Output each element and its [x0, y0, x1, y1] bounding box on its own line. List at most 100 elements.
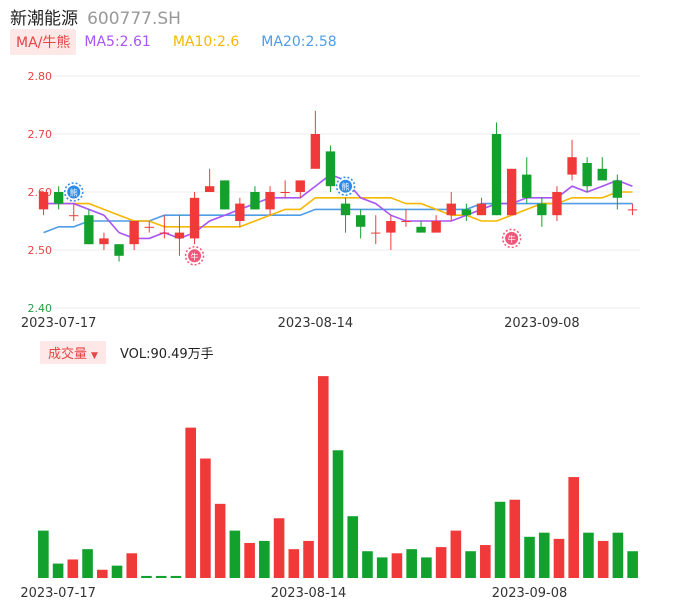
x-tick-label: 2023-08-14 [271, 586, 347, 601]
candle-body [114, 244, 124, 256]
candle-body [220, 180, 230, 210]
marker-fill [505, 231, 519, 245]
candle-body [99, 238, 109, 245]
volume-bar [141, 575, 152, 578]
x-tick-label: 2023-07-17 [21, 316, 97, 331]
candle-body [295, 180, 305, 192]
candle-body [53, 192, 64, 204]
volume-bar [185, 427, 196, 578]
volume-bar [524, 536, 535, 578]
candle-body [401, 221, 411, 222]
volume-bar [170, 575, 182, 578]
candle-body [431, 221, 441, 233]
candle-body [371, 232, 381, 234]
candle-body [612, 180, 623, 198]
stock-name: 新潮能源 [10, 9, 78, 29]
volume-bar [52, 563, 64, 578]
stock-header: 新潮能源 600777.SH [10, 4, 181, 29]
y-tick-label: 2.50 [28, 244, 53, 257]
volume-bar [273, 518, 285, 578]
y-tick-label: 2.40 [28, 302, 53, 315]
marker-fill [188, 249, 202, 263]
candle-body [461, 209, 472, 216]
candle-body [129, 221, 139, 245]
volume-bar [111, 565, 123, 578]
x-tick-label: 2023-09-08 [504, 316, 580, 331]
candle-body [265, 192, 275, 210]
volume-bar [303, 540, 314, 578]
volume-chart: 2023-07-17 2023-08-14 2023-09-08 [20, 376, 638, 601]
volume-bar [288, 549, 300, 578]
candle-body [476, 203, 487, 216]
candle-body [144, 226, 154, 228]
volume-bar [568, 477, 580, 578]
volume-bar [553, 538, 565, 578]
volume-bar [391, 553, 403, 578]
volume-bar [480, 545, 491, 578]
ma10-label: MA10:2.6 [172, 34, 240, 50]
volume-bar [38, 530, 49, 578]
candle-body [567, 157, 577, 175]
candle-body [522, 174, 532, 198]
candle-body [491, 134, 502, 216]
volume-bar [155, 575, 167, 578]
y-tick-label: 2.80 [28, 70, 53, 83]
candle-body [355, 215, 366, 227]
volume-bar [244, 542, 255, 578]
candle-body [340, 203, 351, 216]
marker-label: 牛 [508, 234, 516, 244]
marker-label: 熊 [70, 188, 78, 198]
candle-body [386, 221, 396, 233]
volume-bar [421, 557, 432, 578]
ma-legend: MA/牛熊 MA5:2.61 MA10:2.6 MA20:2.58 [10, 29, 359, 55]
candle-body [280, 192, 290, 193]
volume-tag-label: 成交量 [48, 346, 88, 362]
volume-bar [627, 551, 638, 578]
candle-body [69, 215, 79, 217]
volume-bar [465, 551, 476, 578]
candle-body [506, 168, 517, 216]
volume-bar [200, 458, 211, 578]
x-tick-label: 2023-09-08 [492, 586, 568, 601]
volume-bar [67, 559, 79, 578]
ma5-label: MA5:2.61 [84, 34, 151, 50]
candle-body [416, 226, 426, 233]
candle-body [189, 197, 200, 239]
marker-fill [339, 179, 353, 193]
caret-down-icon: ▼ [91, 350, 98, 361]
candle-body [174, 232, 185, 239]
volume-bar [317, 376, 329, 578]
volume-indicator-button[interactable]: 成交量 ▼ [40, 340, 106, 364]
candle-body [84, 215, 94, 245]
candle-body [250, 192, 260, 210]
candle-body [537, 203, 547, 216]
volume-bar [538, 532, 550, 578]
volume-bar [509, 499, 521, 578]
volume-bar [82, 549, 93, 578]
candle-body [38, 192, 49, 210]
volume-bar [376, 557, 388, 578]
volume-bar [597, 540, 609, 578]
candle-body [446, 203, 456, 216]
candle-body [627, 209, 638, 211]
marker-label: 牛 [191, 251, 199, 261]
x-tick-label: 2023-08-14 [278, 316, 354, 331]
volume-bar [406, 549, 417, 578]
volume-bar [612, 532, 624, 578]
ma5-line [43, 173, 633, 240]
marker-fill [67, 185, 81, 199]
candle-body [325, 151, 336, 187]
volume-bar [259, 540, 270, 578]
candle-body [582, 163, 592, 187]
volume-bar [229, 530, 241, 578]
volume-bar [494, 501, 506, 578]
y-tick-label: 2.70 [28, 128, 53, 141]
candle-body [310, 134, 321, 169]
candlestick-chart: 2.802.702.602.502.40熊牛熊牛2023-07-172023-0… [21, 70, 640, 331]
volume-legend: 成交量 ▼ VOL:90.49万手 [40, 340, 214, 364]
volume-bar [126, 553, 138, 578]
ma-indicator-button[interactable]: MA/牛熊 [10, 29, 77, 55]
volume-bar [214, 503, 226, 578]
volume-bar [96, 569, 108, 578]
candle-body [552, 192, 562, 216]
